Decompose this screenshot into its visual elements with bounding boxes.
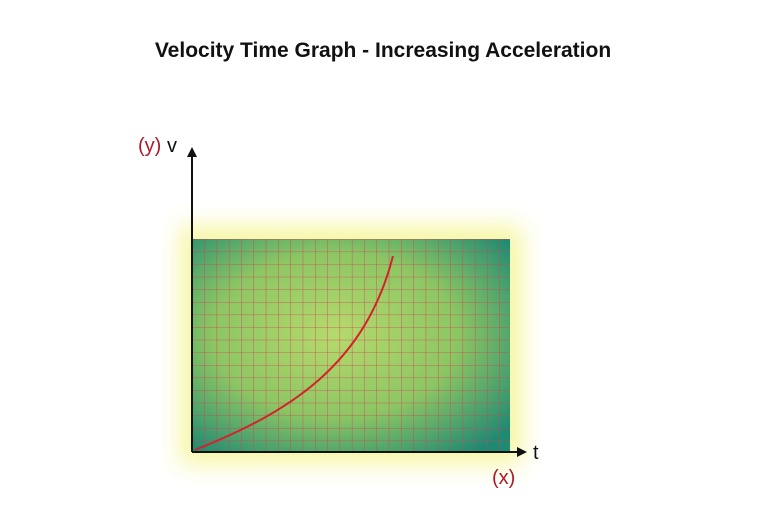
curve: [194, 255, 394, 451]
title: Velocity Time Graph - Increasing Acceler…: [155, 39, 611, 62]
x-symbol: t: [533, 442, 539, 464]
y-symbol: v: [167, 135, 177, 157]
x-variable-label: (x): [492, 467, 515, 489]
y-variable-label: (y): [138, 135, 161, 157]
